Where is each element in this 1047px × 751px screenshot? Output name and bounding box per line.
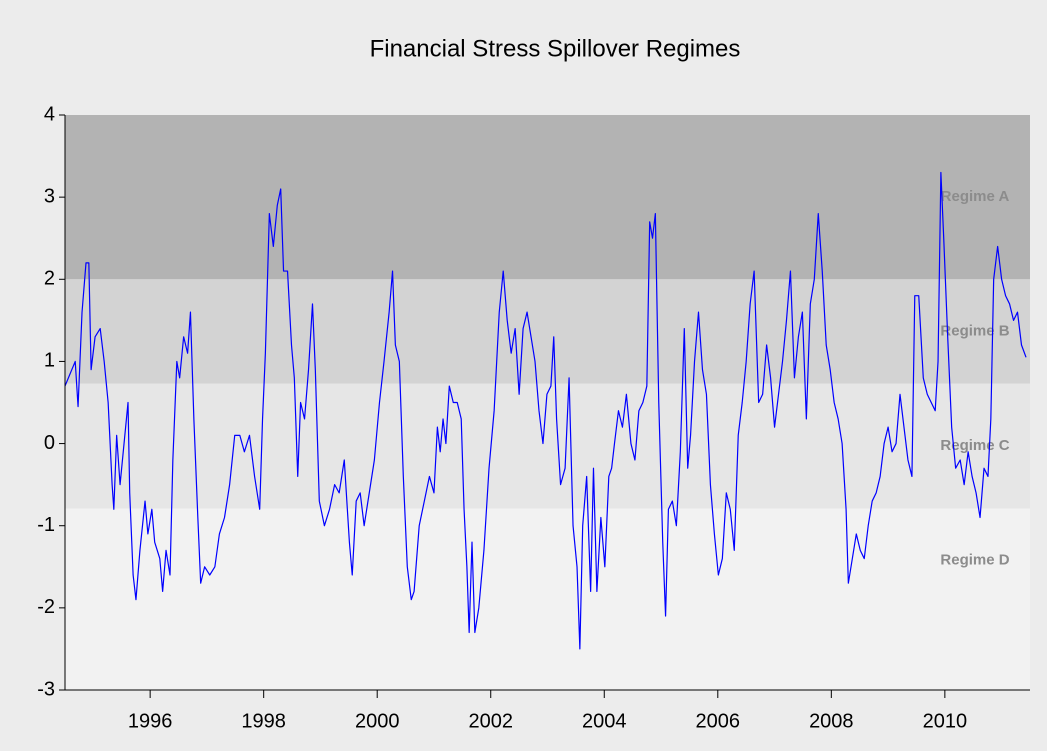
y-tick-label: -3 xyxy=(37,678,55,700)
y-tick-label: 2 xyxy=(44,268,55,290)
regime-label: Regime C xyxy=(940,437,1009,454)
series-line xyxy=(64,171,1027,650)
y-tick-label: -1 xyxy=(37,514,55,536)
y-tick-label: -2 xyxy=(37,596,55,618)
regime-band xyxy=(65,508,1030,690)
y-tick-label: 3 xyxy=(44,185,55,207)
y-tick-label: 4 xyxy=(44,103,55,125)
regime-band xyxy=(65,383,1030,509)
regime-label: Regime A xyxy=(941,188,1010,205)
y-tick-label: 0 xyxy=(44,432,55,454)
x-tick-label: 2010 xyxy=(923,710,968,732)
x-tick-label: 2000 xyxy=(355,710,400,732)
x-tick-label: 2004 xyxy=(582,710,627,732)
x-tick-label: 2008 xyxy=(809,710,854,732)
x-tick-label: 1998 xyxy=(241,710,286,732)
chart-title: Financial Stress Spillover Regimes xyxy=(370,35,741,62)
x-tick-label: 2002 xyxy=(468,710,513,732)
regime-label: Regime B xyxy=(940,322,1009,339)
regime-band xyxy=(65,115,1030,280)
y-tick-label: 1 xyxy=(44,350,55,372)
regime-band xyxy=(65,279,1030,384)
x-tick-label: 1996 xyxy=(128,710,173,732)
regime-label: Regime D xyxy=(940,551,1009,568)
x-tick-label: 2006 xyxy=(696,710,741,732)
